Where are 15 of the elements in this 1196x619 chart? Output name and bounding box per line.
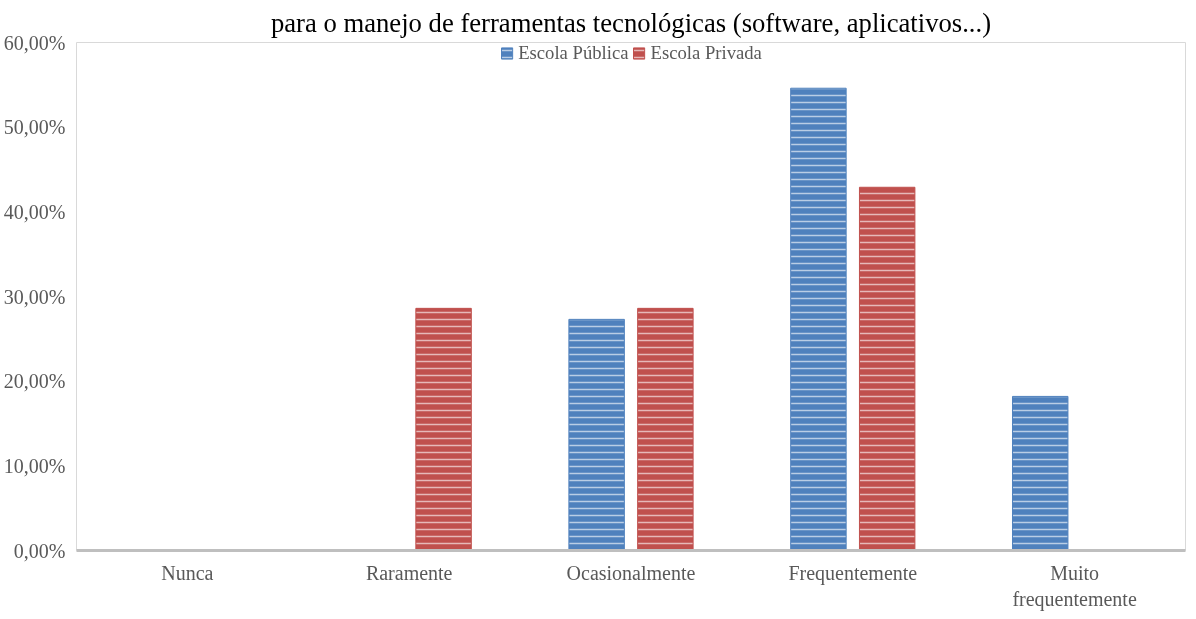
y-tick-label: 50,00% (3, 116, 66, 139)
y-tick-label: 0,00% (13, 539, 66, 562)
y-tick-label: 40,00% (3, 200, 66, 223)
legend-label: Escola Privada (650, 42, 762, 64)
y-tick-label: 10,00% (3, 454, 66, 477)
y-tick-label: 60,00% (3, 31, 66, 54)
x-tick-label: Nunca (161, 561, 214, 584)
y-tick-label: 30,00% (3, 285, 66, 308)
x-tick-label: Muito frequentemente (1012, 561, 1137, 611)
y-tick-label: 20,00% (3, 370, 66, 393)
chart-title: para o manejo de ferramentas tecnológicas (software, aplicativos...) (270, 7, 992, 38)
legend-label: Escola Pública (518, 42, 629, 64)
x-tick-label: Raramente (365, 561, 453, 584)
x-tick-label: Ocasionalmente (566, 561, 696, 584)
x-tick-label: Frequentemente (788, 561, 918, 585)
